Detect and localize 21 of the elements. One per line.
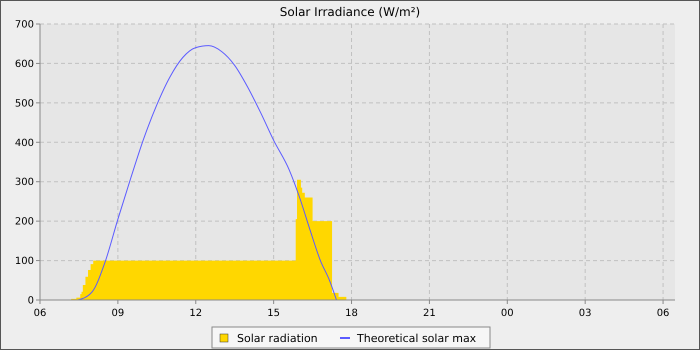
legend-label: Solar radiation: [237, 332, 318, 345]
y-tick-label: 700: [14, 20, 34, 30]
line-series: [77, 45, 337, 300]
chart-title: Solar Irradiance (W/m²): [280, 5, 420, 19]
x-tick-label: 00: [500, 308, 514, 319]
y-tick-label: 0: [28, 296, 34, 306]
x-tick-label: 15: [267, 308, 280, 319]
x-tick-label: 18: [345, 308, 358, 319]
y-tick-label: 400: [14, 138, 34, 149]
x-tick-label: 21: [423, 308, 436, 319]
x-tick-label: 06: [656, 308, 670, 319]
x-tick-label: 12: [189, 308, 202, 319]
y-tick-label: 100: [14, 256, 34, 268]
x-tick-label: 03: [578, 308, 592, 319]
legend-label: Theoretical solar max: [356, 332, 477, 345]
x-tick-label: 06: [34, 308, 46, 319]
y-tick-label: 300: [14, 177, 34, 188]
y-tick-label: 500: [14, 98, 34, 110]
y-tick-label: 200: [14, 216, 34, 228]
y-tick-label: 600: [14, 58, 34, 70]
x-tick-label: 09: [112, 308, 124, 319]
